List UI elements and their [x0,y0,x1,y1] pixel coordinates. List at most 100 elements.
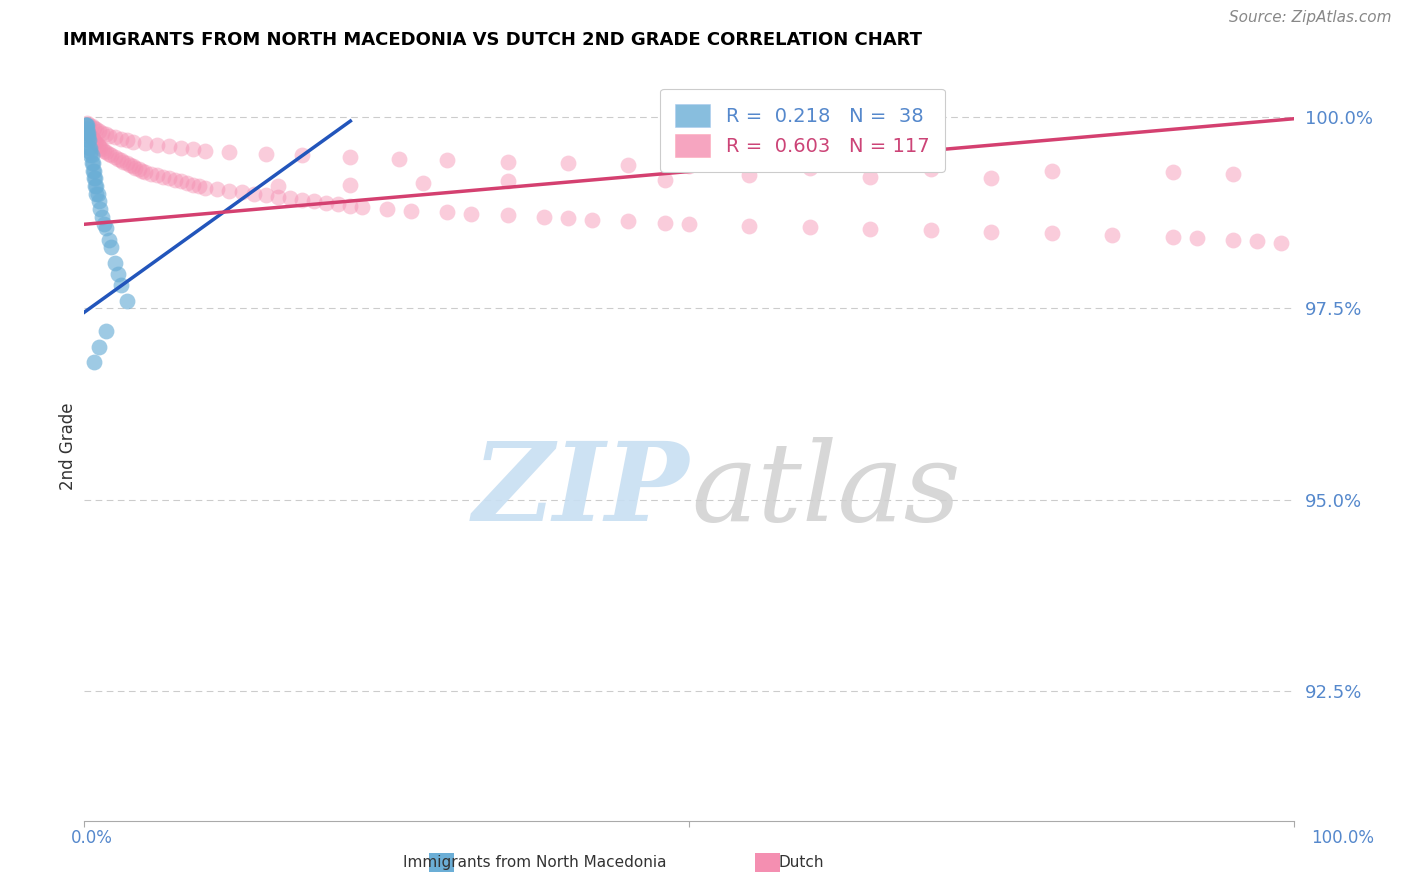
Point [87,139,110,153]
Point [1040,163,1063,178]
Point [1222,167,1244,181]
Point [83,171,105,186]
Point [654,173,676,187]
Point [176,176,198,190]
Point [859,169,882,184]
Point [170,174,193,188]
Point [100,240,122,254]
Point [388,152,411,166]
Point [77,133,100,147]
Point [557,211,579,226]
Point [86,186,108,201]
Point [859,222,882,236]
Point [152,169,174,184]
Point [436,153,458,167]
Point [131,163,153,178]
Point [87,124,110,138]
Point [278,191,301,205]
Point [218,184,240,198]
Point [315,195,337,210]
Point [146,137,169,152]
Point [134,136,156,151]
Point [94,221,117,235]
Point [352,201,374,215]
Point [91,126,114,140]
Point [93,144,115,158]
Point [83,163,105,178]
Point [77,129,100,144]
Point [97,128,120,143]
Text: Immigrants from North Macedonia: Immigrants from North Macedonia [402,855,666,870]
Point [110,153,132,167]
Point [104,150,127,164]
Point [79,148,101,162]
Point [97,147,120,161]
Y-axis label: 2nd Grade: 2nd Grade [59,402,77,490]
Point [617,158,640,172]
Point [121,135,143,149]
Point [328,197,350,211]
Point [799,161,821,175]
Point [83,120,105,135]
Point [181,178,204,192]
Point [194,180,217,194]
Point [1040,227,1063,241]
Text: ZIP: ZIP [472,437,689,545]
Point [110,131,132,145]
Point [231,185,253,199]
Point [76,124,98,138]
Point [165,173,187,187]
Text: Dutch: Dutch [779,855,824,870]
Point [75,118,97,132]
Point [339,150,361,164]
Point [76,116,98,130]
Point [267,179,290,194]
Point [83,133,105,147]
Legend: R =  0.218   N =  38, R =  0.603   N = 117: R = 0.218 N = 38, R = 0.603 N = 117 [659,88,945,172]
Point [1101,227,1123,242]
Point [1270,235,1292,250]
Point [181,142,204,156]
Point [94,324,117,338]
Point [218,145,240,160]
Point [77,118,100,132]
Point [920,162,942,177]
Point [254,188,277,202]
Point [920,223,942,237]
Point [738,169,761,183]
Point [267,190,290,204]
Point [112,154,135,169]
Point [1161,165,1184,179]
Point [82,156,104,170]
Point [1161,229,1184,244]
Point [533,210,555,224]
Point [121,159,143,173]
Point [77,133,100,147]
Point [1222,233,1244,247]
Point [1185,231,1208,245]
Text: atlas: atlas [692,437,960,545]
Point [100,148,122,162]
Point [87,340,110,354]
Point [128,162,150,177]
Point [83,355,105,369]
Point [496,208,519,222]
Point [157,139,180,153]
Text: Source: ZipAtlas.com: Source: ZipAtlas.com [1229,11,1392,25]
Point [97,233,120,247]
Point [1246,234,1268,248]
Point [89,141,111,155]
Text: 100.0%: 100.0% [1312,829,1374,847]
Point [77,126,100,140]
Point [84,135,107,149]
Point [76,126,98,140]
Point [76,121,98,136]
Point [399,203,422,218]
Point [79,145,101,159]
Point [170,141,193,155]
Point [77,141,100,155]
Point [77,127,100,141]
Point [496,154,519,169]
Point [194,144,217,158]
Point [104,130,127,145]
